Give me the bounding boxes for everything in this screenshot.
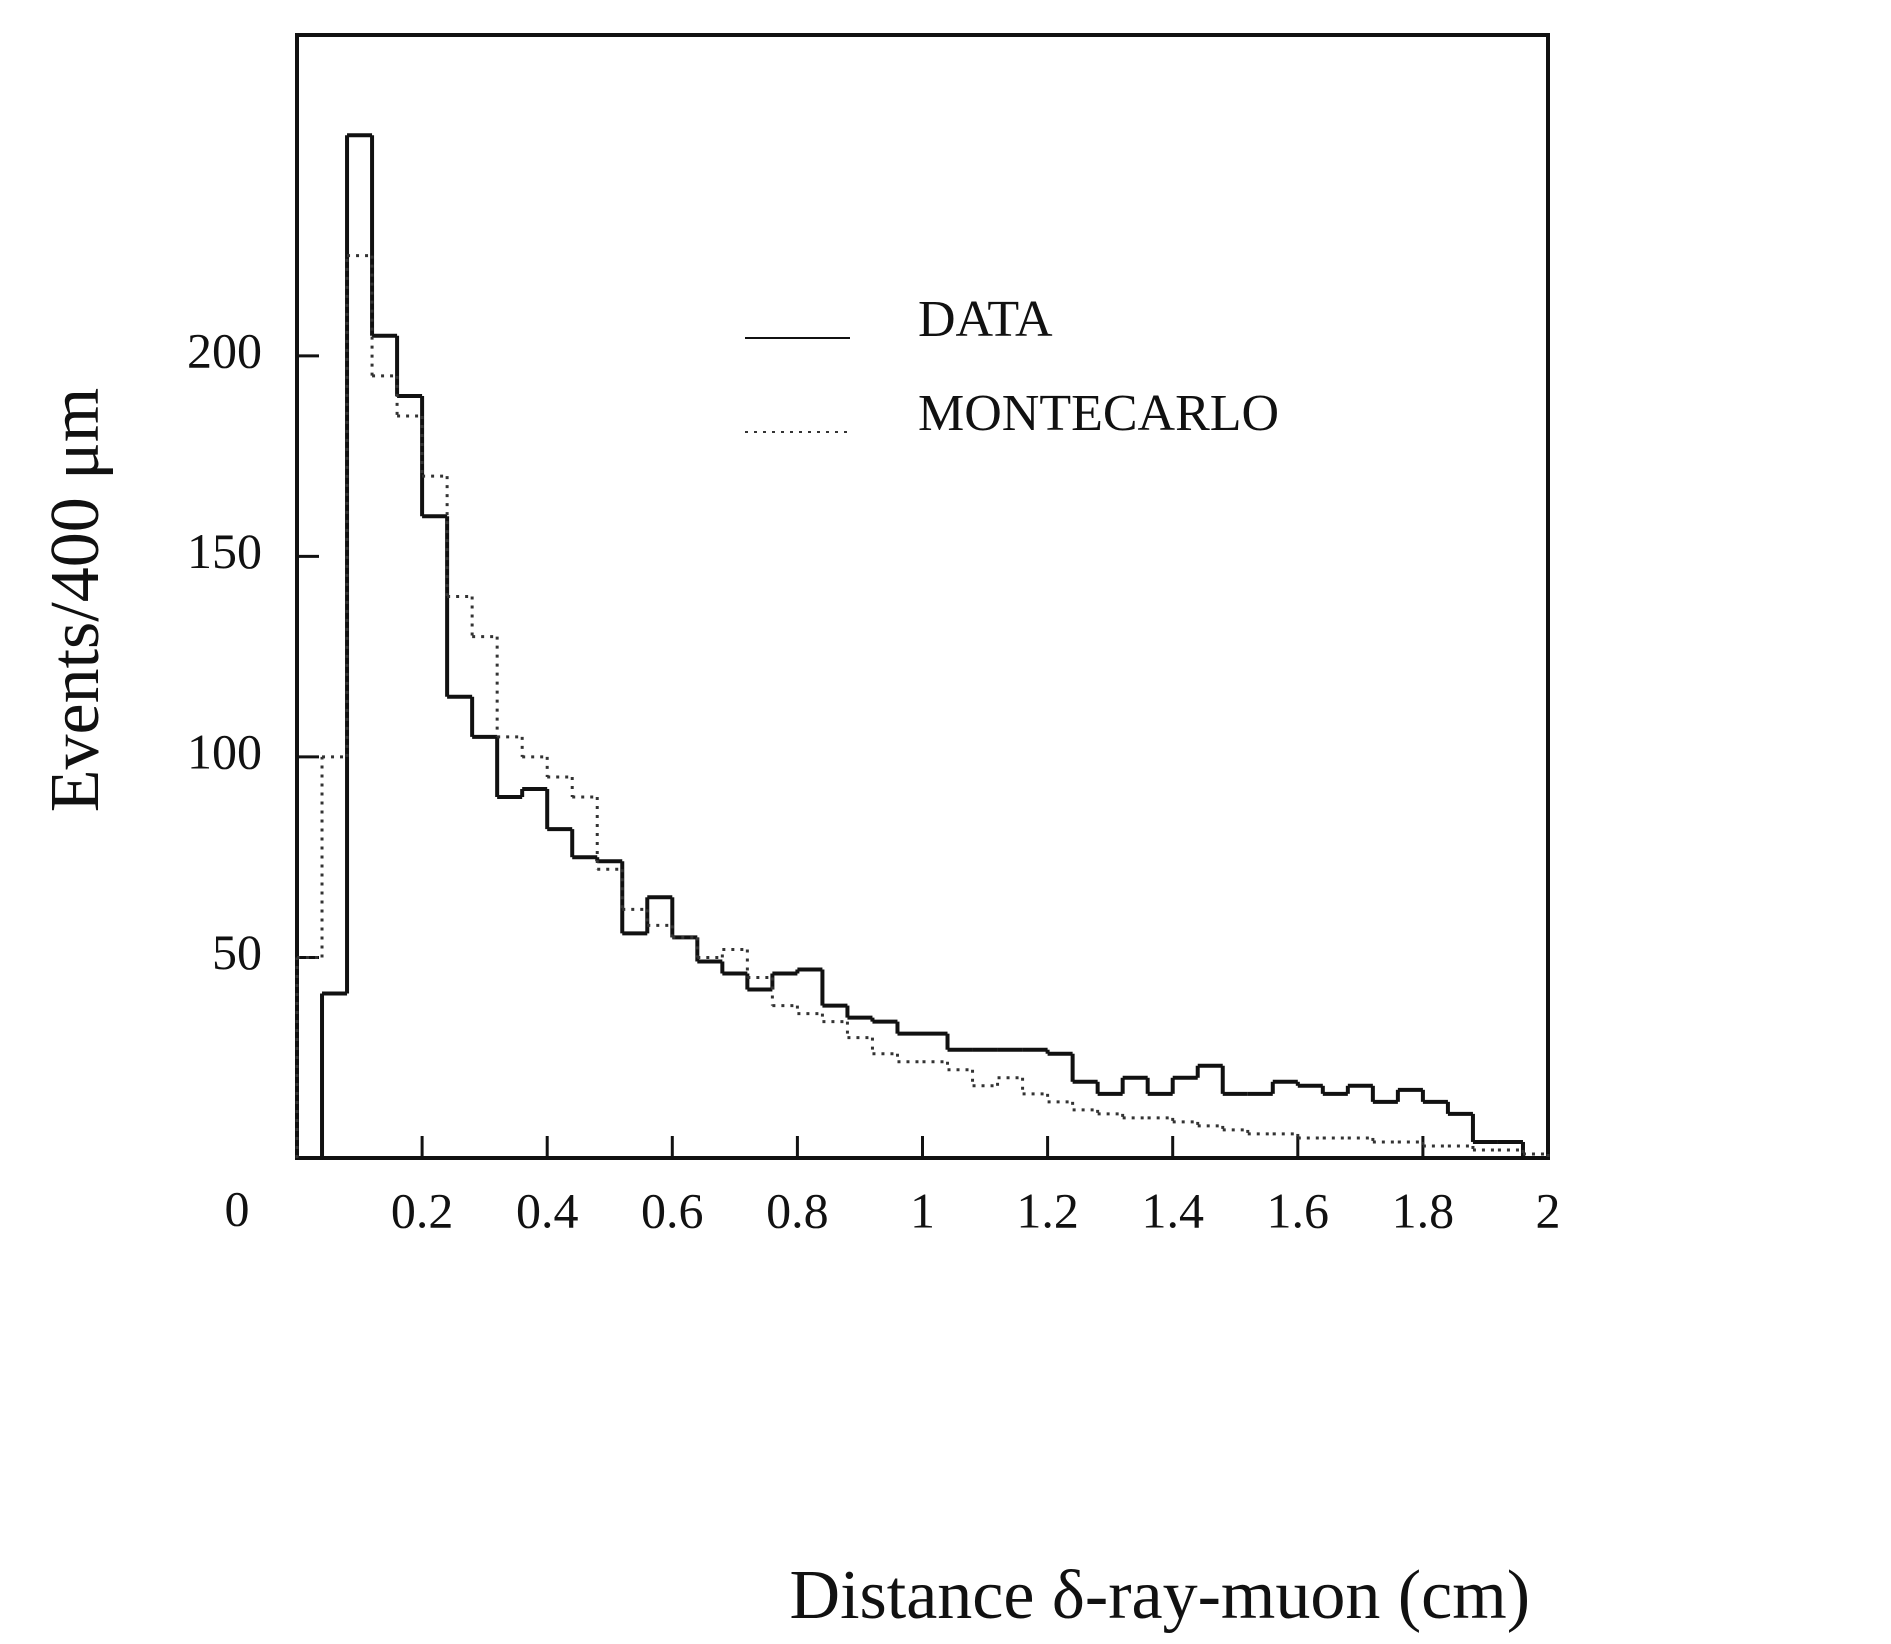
y-tick-label: 0: [225, 1180, 250, 1236]
x-tick-label: 0.4: [516, 1182, 579, 1238]
x-tick-label: 2: [1536, 1182, 1561, 1238]
x-axis-title: Distance δ-ray-muon (cm): [790, 1557, 1530, 1634]
x-tick-label: 1.4: [1141, 1182, 1204, 1238]
x-tick-label: 1: [910, 1182, 935, 1238]
legend-label: MONTECARLO: [918, 385, 1279, 442]
legend-label: DATA: [918, 291, 1053, 348]
x-tick-label: 0.8: [766, 1182, 829, 1238]
x-tick-label: 0.2: [391, 1182, 454, 1238]
x-tick-label: 1.8: [1392, 1182, 1455, 1238]
y-tick-label: 50: [212, 924, 262, 980]
x-tick-label: 1.2: [1016, 1182, 1079, 1238]
plot-frame: [295, 33, 1550, 1160]
x-tick-label: 0.6: [641, 1182, 704, 1238]
x-tick-label: 1.6: [1267, 1182, 1330, 1238]
y-tick-label: 200: [187, 322, 262, 378]
y-tick-label: 150: [187, 523, 262, 579]
y-tick-label: 100: [187, 723, 262, 779]
y-axis-title: Events/400 μm: [37, 388, 114, 812]
